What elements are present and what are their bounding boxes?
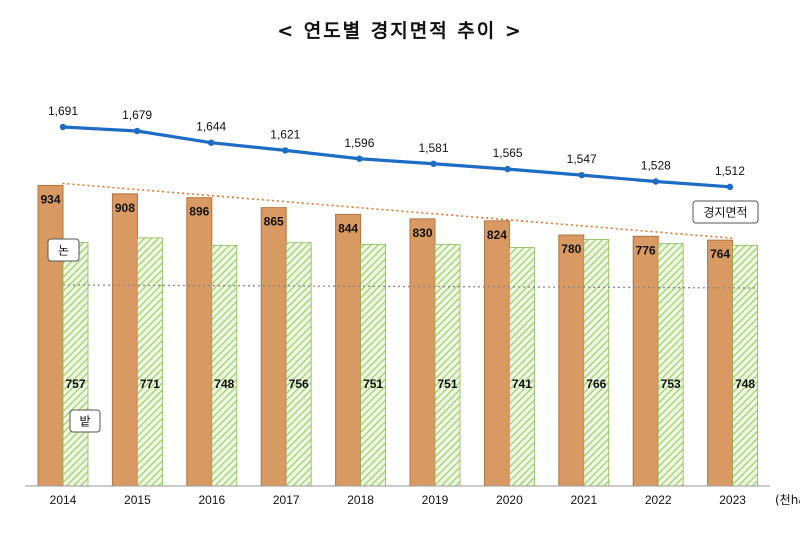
paddy-bar-2014 [37,184,64,487]
x-tick-label: 2017 [273,493,300,507]
field-value-label: 748 [735,377,755,391]
paddy-value-label: 934 [40,192,60,206]
paddy-bar-2023 [707,239,734,487]
field-bar-2016 [211,244,238,487]
field-bar-2017 [285,242,312,487]
field-value-label: 766 [586,377,606,391]
field-value-label: 753 [661,377,681,391]
field-value-label: 751 [437,377,457,391]
total-value-label: 1,621 [270,127,300,141]
legend-paddy-label-box [47,238,80,262]
field-bar-2023 [732,244,758,487]
paddy-trend-line [62,182,733,239]
x-tick-label: 2016 [198,493,225,507]
paddy-value-label: 824 [487,228,507,242]
total-point-2021 [578,171,585,179]
total-point-2022 [652,178,659,185]
field-bar-2019 [434,243,461,487]
total-point-2017 [282,147,289,154]
paddy-value-label: 908 [115,201,135,215]
paddy-bar-2018 [335,213,362,487]
total-point-2023 [726,183,734,191]
field-value-label: 757 [65,377,85,391]
field-bar-2014 [62,241,89,487]
paddy-bar-2019 [409,218,436,487]
paddy-bar-2015 [111,193,138,487]
field-bar-2022 [657,243,684,487]
paddy-bar-2017 [260,207,287,487]
paddy-bar-2022 [632,235,659,487]
total-value-label: 1,581 [418,141,448,155]
legend-total-label-box [692,200,759,224]
field-bar-2015 [136,237,163,487]
field-bar-2021 [583,239,610,487]
chart-title: < 연도별 경지면적 추이 > [277,20,523,42]
paddy-value-label: 896 [189,205,209,219]
paddy-value-label: 780 [561,242,581,256]
x-tick-label: 2023 [719,493,746,507]
legend-field-label-box [69,409,101,433]
x-tick-label: 2020 [496,493,523,507]
field-value-label: 741 [512,377,532,391]
total-value-label: 1,547 [567,152,597,166]
paddy-value-label: 776 [636,243,656,257]
total-value-label: 1,512 [715,164,745,178]
total-point-2018 [356,155,363,162]
total-value-label: 1,644 [196,120,226,134]
x-tick-label: 2014 [50,493,77,507]
field-value-label: 756 [289,377,309,391]
paddy-bar-2021 [558,234,585,487]
x-tick-label: 2018 [347,493,374,507]
x-tick-label: 2022 [645,493,672,507]
x-tick-label: 2021 [570,493,597,507]
total-value-label: 1,691 [48,104,78,118]
paddy-bar-2016 [186,197,213,487]
total-value-label: 1,528 [641,158,671,172]
total-value-label: 1,679 [122,108,152,122]
field-bar-2018 [360,243,387,487]
total-point-2020 [504,165,511,173]
field-value-label: 751 [363,377,383,391]
x-tick-label: 2015 [124,493,151,507]
total-point-2015 [133,127,141,135]
field-value-label: 771 [140,377,160,391]
paddy-bar-2020 [483,220,510,487]
total-value-label: 1,565 [493,146,523,160]
field-trend-line [62,284,758,289]
total-point-2014 [59,123,67,131]
field-bar-2020 [508,247,535,487]
legend-field-label: 밭 [79,415,90,429]
x-tick-label: 2019 [422,493,449,507]
paddy-value-label: 830 [412,226,432,240]
field-value-label: 748 [214,377,234,391]
paddy-value-label: 844 [338,221,358,235]
total-area-line [62,125,731,189]
paddy-value-label: 764 [710,247,730,261]
total-point-2019 [430,160,437,167]
total-point-2016 [208,139,215,146]
legend-total-label: 경지면적 [703,206,747,220]
legend-paddy-label: 논 [58,244,69,258]
paddy-value-label: 865 [264,215,284,229]
total-value-label: 1,596 [344,136,374,150]
unit-label: (천ha) [775,492,800,507]
